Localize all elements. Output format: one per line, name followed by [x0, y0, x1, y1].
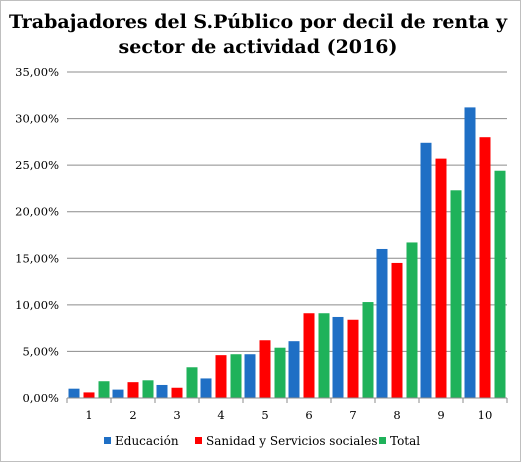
x-tick-label: 6	[305, 408, 312, 422]
bar	[274, 347, 286, 398]
y-tick-label: 20,00%	[15, 205, 59, 219]
bar	[347, 319, 359, 398]
legend-swatch	[195, 437, 202, 444]
x-tick-label: 4	[217, 408, 224, 422]
x-tick-label: 9	[437, 408, 444, 422]
bar	[435, 158, 447, 398]
y-tick-label: 15,00%	[15, 251, 59, 265]
chart-title-line-1: Trabajadores del S.Público por decil de …	[9, 11, 508, 33]
chart-title: Trabajadores del S.Público por decil de …	[9, 11, 508, 58]
x-tick-label: 8	[393, 408, 400, 422]
bar	[98, 381, 110, 398]
legend-label: Total	[390, 434, 420, 448]
bar	[83, 392, 95, 398]
bar	[494, 170, 506, 398]
y-tick-label: 35,00%	[15, 65, 59, 79]
gridlines	[67, 71, 507, 352]
x-tick-label: 10	[478, 408, 493, 422]
bar	[112, 389, 124, 398]
bar	[156, 384, 168, 398]
bar	[200, 378, 212, 398]
bar	[68, 388, 80, 398]
bars	[68, 107, 506, 398]
bar	[362, 302, 374, 398]
bar	[171, 387, 183, 398]
bar	[479, 137, 491, 398]
bar	[127, 382, 139, 398]
x-tick-label: 5	[261, 408, 268, 422]
chart-title-line-2: sector de actividad (2016)	[119, 36, 398, 58]
bar	[230, 354, 242, 398]
bar	[420, 142, 432, 398]
bar	[391, 262, 403, 398]
y-tick-label: 5,00%	[22, 344, 59, 358]
bar	[303, 313, 315, 398]
legend-label: Educación	[115, 434, 179, 448]
bar	[215, 355, 227, 398]
x-tick-label: 1	[85, 408, 92, 422]
y-tick-label: 30,00%	[15, 112, 59, 126]
y-tick-label: 0,00%	[22, 391, 59, 405]
bar	[186, 367, 198, 398]
y-axis-tick-labels: 0,00% 5,00% 10,00% 15,00% 20,00% 25,00% 30,00%…	[15, 65, 59, 405]
bar	[406, 242, 418, 398]
x-tick-label: 7	[349, 408, 356, 422]
legend-swatch	[104, 437, 111, 444]
legend-swatch	[379, 437, 386, 444]
bar	[142, 380, 154, 398]
bar	[450, 190, 462, 398]
bar	[288, 341, 300, 398]
x-axis: 1 2 3 4 5 6 7 8 9 10	[66, 397, 508, 422]
bar	[464, 107, 476, 398]
bar	[376, 248, 388, 398]
legend: Educación Sanidad y Servicios sociales Tot…	[104, 434, 420, 448]
y-tick-label: 25,00%	[15, 158, 59, 172]
bar	[332, 316, 344, 398]
x-tick-label: 3	[173, 408, 180, 422]
bar	[259, 340, 271, 398]
x-tick-label: 2	[129, 408, 136, 422]
bar	[244, 354, 256, 398]
bar	[318, 313, 330, 398]
y-tick-label: 10,00%	[15, 298, 59, 312]
legend-label: Sanidad y Servicios sociales	[206, 434, 378, 448]
